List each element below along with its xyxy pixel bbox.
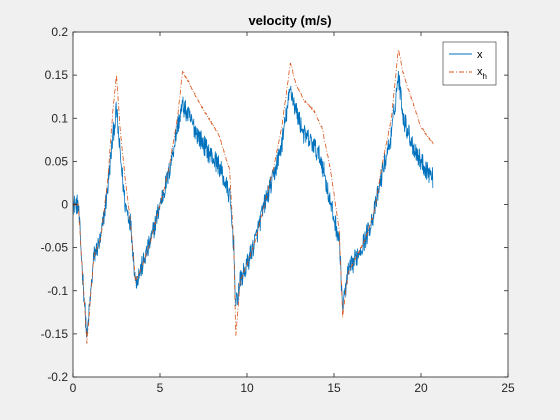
legend-label-x: x (477, 49, 483, 61)
x-tick-label: 10 (240, 381, 254, 395)
y-tick-label: 0.1 (51, 111, 68, 125)
y-tick-label: 0.15 (45, 68, 69, 82)
y-tick-label: 0.2 (51, 25, 68, 39)
y-tick-label: -0.05 (41, 241, 69, 255)
y-tick-label: 0 (61, 198, 68, 212)
chart-title: velocity (m/s) (248, 13, 331, 28)
x-tick-label: 25 (501, 381, 515, 395)
x-tick-label: 0 (70, 381, 77, 395)
y-tick-label: -0.1 (47, 284, 68, 298)
legend: x xh (443, 42, 496, 85)
legend-box (443, 42, 496, 85)
x-tick-label: 15 (327, 381, 341, 395)
x-tick-label: 5 (157, 381, 164, 395)
y-tick-label: -0.2 (47, 370, 68, 384)
y-tick-label: 0.05 (45, 154, 69, 168)
x-tick-label: 20 (414, 381, 428, 395)
y-tick-label: -0.15 (41, 327, 69, 341)
